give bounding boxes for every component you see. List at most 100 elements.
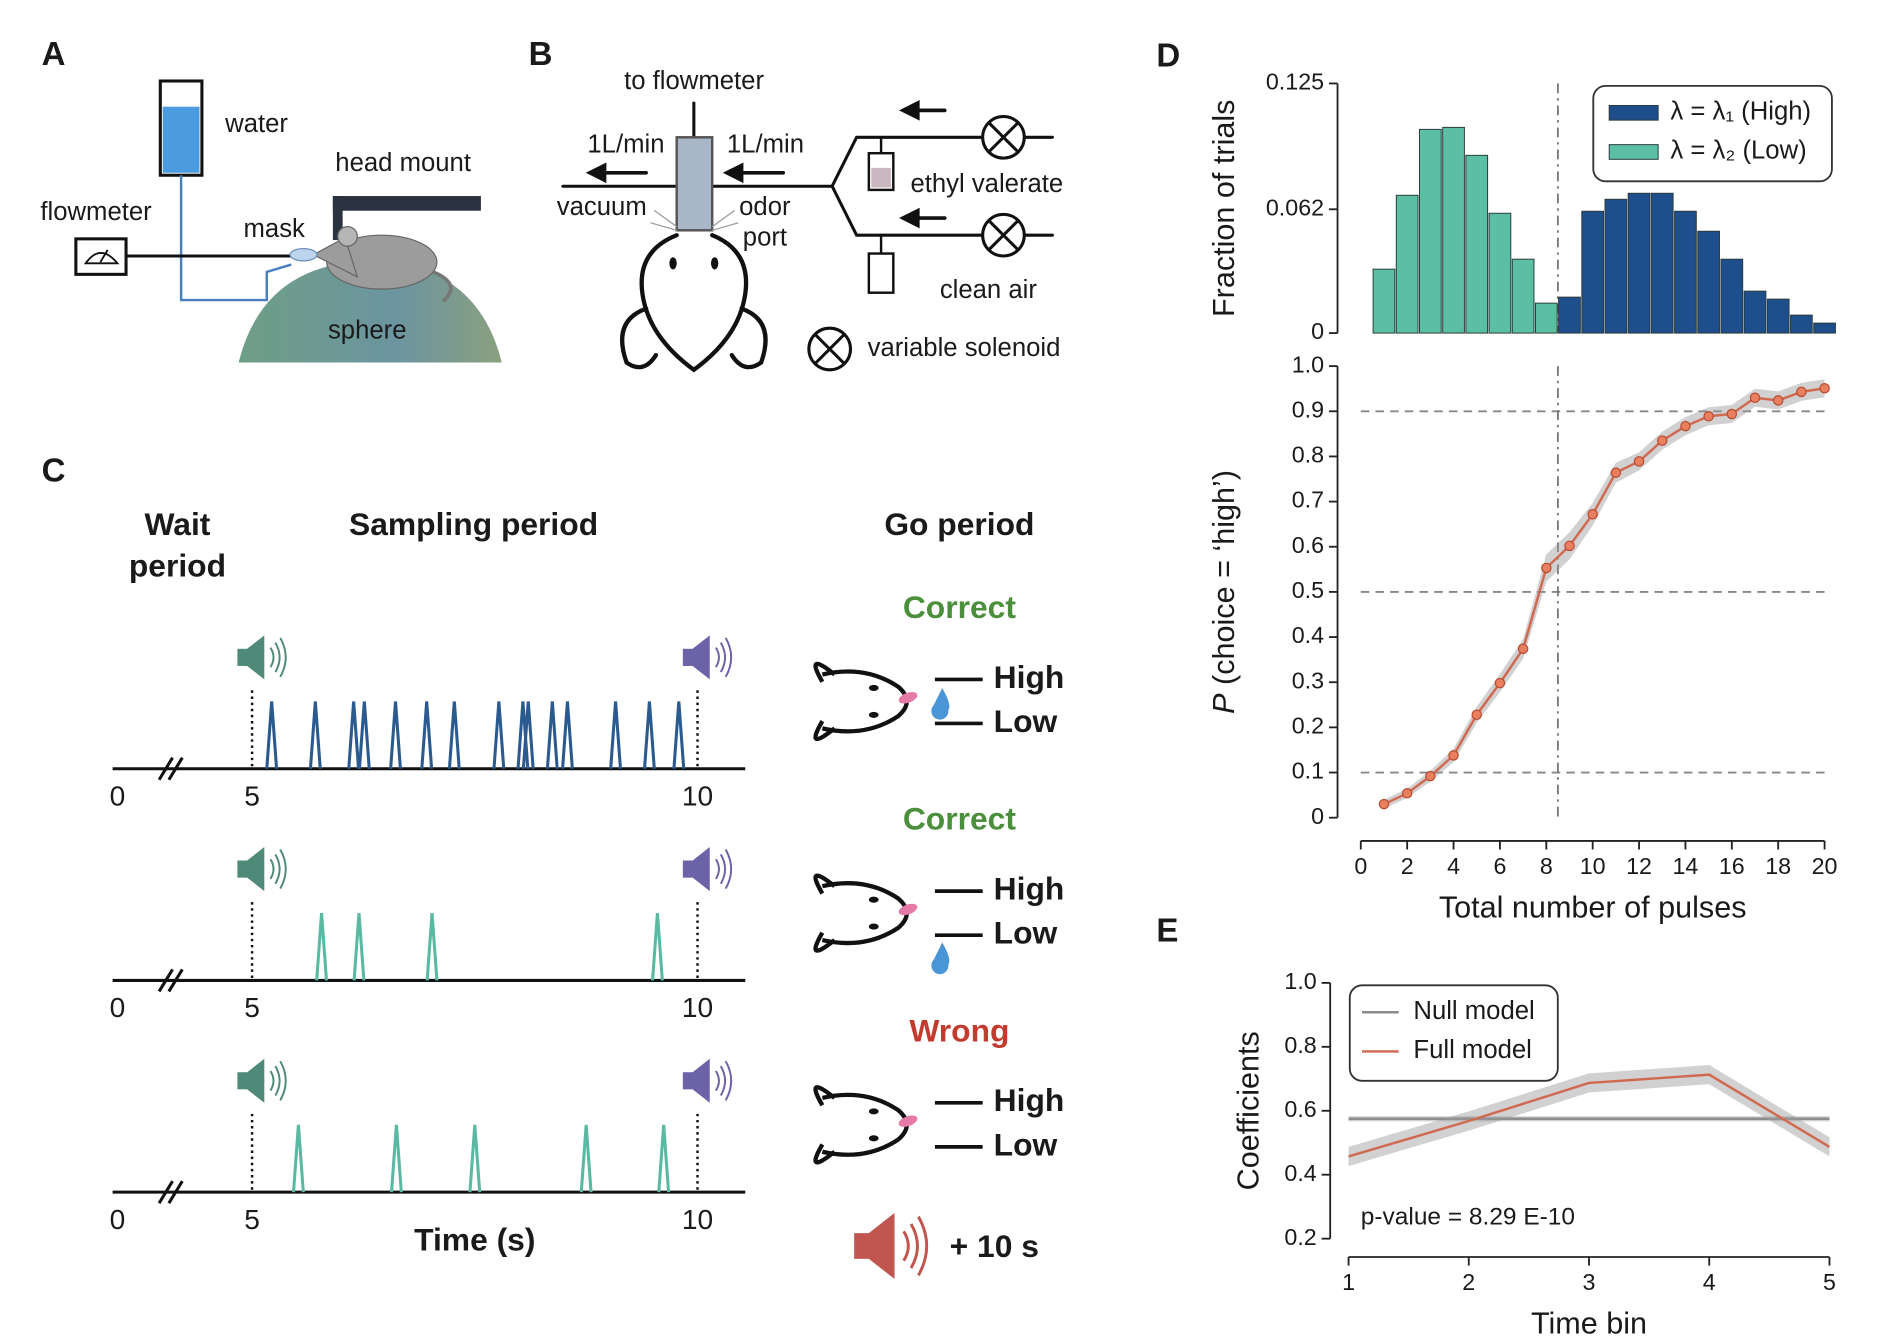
panel-label: C bbox=[42, 452, 66, 489]
y-tick-label: 0.125 bbox=[1266, 69, 1324, 95]
bar bbox=[1650, 192, 1674, 334]
water-drop bbox=[931, 687, 950, 720]
point bbox=[1796, 386, 1807, 398]
pulse bbox=[265, 701, 279, 769]
label: 1L/min bbox=[587, 131, 664, 159]
x-tick-label: 2 bbox=[1401, 853, 1414, 879]
bar bbox=[1604, 198, 1628, 334]
panel-a: A water head mount flowmeter mask sphere bbox=[40, 36, 502, 363]
y-axis-label-var: P bbox=[1207, 693, 1241, 714]
x-axis-label: Time bin bbox=[1531, 1307, 1647, 1338]
legend-label: Full model bbox=[1413, 1036, 1531, 1064]
speaker bbox=[681, 1057, 733, 1104]
heading: Wait bbox=[144, 506, 210, 542]
bar bbox=[1558, 296, 1581, 334]
pulse bbox=[291, 1124, 305, 1193]
point bbox=[1494, 677, 1506, 689]
legend-label: λ = λ₁ (High) bbox=[1670, 98, 1811, 126]
pulse bbox=[347, 701, 361, 769]
point bbox=[1425, 770, 1436, 782]
panel-label: A bbox=[42, 36, 66, 73]
point bbox=[1401, 788, 1413, 799]
point bbox=[1749, 392, 1761, 403]
y-tick-label: 1.0 bbox=[1292, 351, 1324, 377]
point bbox=[1772, 395, 1784, 406]
panel-b: B to flowmeter 1L/min 1L/ bbox=[529, 36, 1063, 373]
bar bbox=[1395, 194, 1419, 334]
bar bbox=[1419, 128, 1442, 334]
panel-c: C Wait period Sampling period Go period … bbox=[42, 452, 1039, 1281]
x-tick-label: 0 bbox=[110, 992, 126, 1023]
choice-label: High bbox=[994, 871, 1065, 907]
y-tick-label: 0 bbox=[1311, 803, 1324, 829]
error-band bbox=[1383, 379, 1825, 809]
x-axis-label: Total number of pulses bbox=[1439, 891, 1747, 925]
bar bbox=[1442, 126, 1465, 334]
mouse-head bbox=[815, 1087, 918, 1162]
mouse-head bbox=[311, 236, 359, 278]
label: ethyl valerate bbox=[910, 170, 1063, 198]
bar bbox=[1372, 268, 1396, 334]
y-tick-label: 0.3 bbox=[1292, 667, 1324, 693]
y-axis-label-text: (choice = ‘high’) bbox=[1207, 470, 1241, 685]
pulse bbox=[579, 1124, 593, 1193]
legend-label: Null model bbox=[1413, 997, 1534, 1025]
y-axis-label: P (choice = ‘high’) bbox=[1207, 470, 1241, 714]
pulse bbox=[545, 701, 559, 769]
point bbox=[1656, 435, 1668, 446]
label: mask bbox=[244, 215, 306, 243]
bar bbox=[1743, 290, 1767, 334]
bar bbox=[1488, 212, 1512, 334]
x-tick-label: 5 bbox=[244, 992, 260, 1023]
y-tick-label: 0.062 bbox=[1266, 194, 1324, 220]
label: odor bbox=[739, 193, 791, 221]
choice-label: Low bbox=[994, 1126, 1058, 1162]
eye bbox=[669, 257, 677, 270]
pulse bbox=[642, 701, 656, 769]
bar bbox=[1627, 192, 1651, 334]
y-axis-label: Fraction of trials bbox=[1207, 100, 1241, 318]
x-tick-label: 4 bbox=[1447, 853, 1460, 879]
point bbox=[1703, 410, 1714, 422]
pulse bbox=[561, 701, 574, 769]
arrows bbox=[585, 100, 947, 229]
x-tick-label: 10 bbox=[682, 992, 713, 1023]
pulse bbox=[521, 701, 535, 769]
bar bbox=[1766, 298, 1790, 334]
x-tick-label: 5 bbox=[1823, 1269, 1836, 1295]
bar bbox=[1674, 210, 1697, 334]
flowmeter-box bbox=[74, 237, 128, 276]
line bbox=[1348, 1073, 1831, 1158]
mouse-tail bbox=[432, 270, 453, 303]
label: water bbox=[224, 110, 288, 138]
axis-break bbox=[157, 1180, 184, 1204]
head-mount-bar bbox=[332, 196, 481, 211]
outcome: Correct bbox=[903, 801, 1017, 837]
bar bbox=[1534, 302, 1558, 334]
eye bbox=[710, 257, 719, 270]
x-tick-label: 6 bbox=[1493, 853, 1506, 879]
point bbox=[1819, 382, 1830, 394]
label: clean air bbox=[940, 276, 1038, 304]
vial bbox=[867, 252, 895, 294]
x-tick-label: 20 bbox=[1812, 853, 1838, 879]
mouse-head-top bbox=[620, 233, 768, 373]
bar bbox=[1720, 258, 1744, 334]
water bbox=[162, 106, 200, 173]
y-tick-label: 0.4 bbox=[1292, 622, 1324, 648]
x-tick-label: 18 bbox=[1765, 853, 1791, 879]
whiskers bbox=[650, 210, 739, 231]
label: head mount bbox=[335, 149, 471, 177]
y-tick-label: 0.2 bbox=[1292, 713, 1324, 739]
legend-label: λ = λ₂ (Low) bbox=[1670, 137, 1806, 165]
pulse bbox=[315, 913, 328, 981]
axis-break bbox=[157, 756, 184, 781]
solenoids bbox=[807, 114, 1026, 372]
x-tick-label: 14 bbox=[1673, 853, 1699, 879]
y-tick-label: 1.0 bbox=[1284, 968, 1316, 994]
point bbox=[1633, 456, 1645, 467]
x-tick-label: 1 bbox=[1342, 1269, 1355, 1295]
x-tick-label: 10 bbox=[1580, 853, 1606, 879]
y-tick-label: 0.6 bbox=[1292, 532, 1324, 558]
